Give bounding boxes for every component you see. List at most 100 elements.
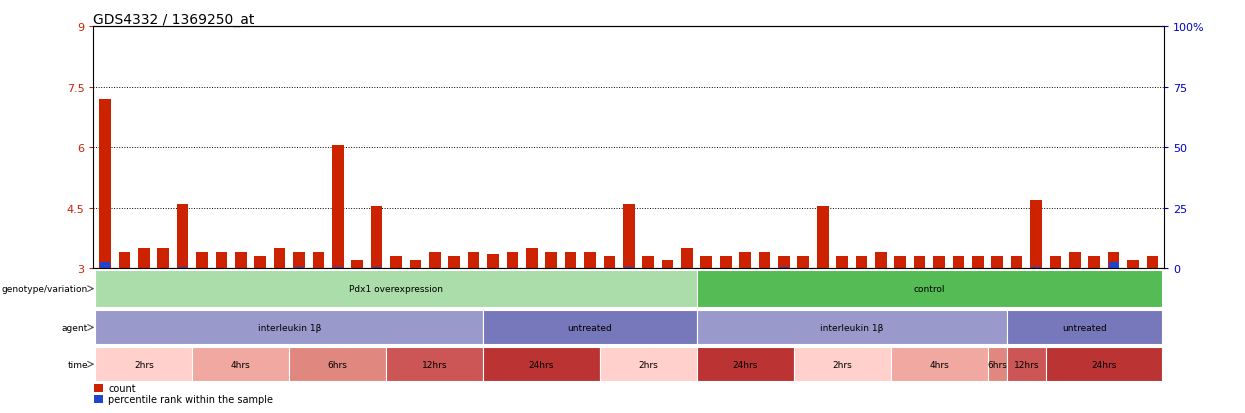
- Bar: [468, 268, 478, 269]
- Bar: [1069, 268, 1079, 269]
- Bar: [411, 268, 421, 269]
- Bar: [915, 268, 925, 269]
- Bar: [1051, 268, 1061, 269]
- Text: genotype/variation: genotype/variation: [1, 285, 88, 293]
- Bar: [661, 261, 674, 269]
- Bar: [157, 249, 169, 269]
- Bar: [585, 268, 595, 269]
- Text: 12hrs: 12hrs: [422, 360, 447, 369]
- Bar: [215, 253, 228, 269]
- Bar: [254, 256, 266, 269]
- Bar: [1148, 268, 1158, 269]
- Bar: [289, 347, 386, 381]
- Bar: [991, 256, 1003, 269]
- Bar: [100, 100, 111, 269]
- Bar: [837, 268, 847, 269]
- Bar: [332, 146, 344, 269]
- Bar: [644, 268, 654, 269]
- Text: time: time: [67, 360, 88, 369]
- Bar: [565, 253, 576, 269]
- Bar: [547, 268, 557, 269]
- Bar: [697, 271, 1162, 308]
- Bar: [96, 271, 697, 308]
- Bar: [275, 268, 285, 269]
- Text: 4hrs: 4hrs: [230, 360, 250, 369]
- Bar: [604, 256, 615, 269]
- Bar: [95, 395, 103, 403]
- Bar: [721, 268, 731, 269]
- Bar: [488, 268, 498, 269]
- Text: 2hrs: 2hrs: [832, 360, 852, 369]
- Bar: [235, 253, 247, 269]
- Bar: [483, 311, 697, 344]
- Bar: [1046, 347, 1162, 381]
- Bar: [95, 384, 103, 392]
- Bar: [622, 204, 635, 269]
- Text: 6hrs: 6hrs: [327, 360, 347, 369]
- Bar: [100, 262, 110, 269]
- Bar: [681, 249, 692, 269]
- Bar: [217, 268, 227, 269]
- Bar: [952, 256, 965, 269]
- Bar: [934, 256, 945, 269]
- Text: interleukin 1β: interleukin 1β: [820, 323, 884, 332]
- Bar: [857, 268, 867, 269]
- Bar: [1007, 347, 1046, 381]
- Bar: [314, 268, 324, 269]
- Bar: [430, 253, 441, 269]
- Bar: [837, 256, 848, 269]
- Bar: [798, 268, 808, 269]
- Bar: [954, 268, 964, 269]
- Text: untreated: untreated: [568, 323, 613, 332]
- Bar: [255, 268, 265, 269]
- Bar: [235, 268, 245, 269]
- Bar: [855, 256, 868, 269]
- Bar: [192, 347, 289, 381]
- Bar: [118, 253, 131, 269]
- Bar: [487, 254, 499, 269]
- Bar: [697, 347, 793, 381]
- Text: 4hrs: 4hrs: [929, 360, 949, 369]
- Bar: [351, 261, 364, 269]
- Bar: [740, 253, 751, 269]
- Bar: [468, 253, 479, 269]
- Bar: [138, 249, 149, 269]
- Bar: [96, 311, 483, 344]
- Bar: [332, 268, 342, 269]
- Bar: [197, 268, 207, 269]
- Bar: [386, 347, 483, 381]
- Text: 12hrs: 12hrs: [1013, 360, 1040, 369]
- Bar: [987, 347, 1007, 381]
- Bar: [312, 253, 324, 269]
- Bar: [895, 268, 905, 269]
- Text: count: count: [108, 383, 136, 393]
- Bar: [449, 268, 459, 269]
- Bar: [545, 253, 557, 269]
- Bar: [890, 347, 987, 381]
- Bar: [120, 268, 129, 269]
- Bar: [1089, 268, 1099, 269]
- Bar: [624, 268, 634, 269]
- Bar: [682, 268, 692, 269]
- Text: 24hrs: 24hrs: [732, 360, 758, 369]
- Bar: [483, 347, 600, 381]
- Text: interleukin 1β: interleukin 1β: [258, 323, 321, 332]
- Bar: [642, 256, 654, 269]
- Bar: [817, 206, 828, 269]
- Bar: [391, 268, 401, 269]
- Bar: [96, 347, 192, 381]
- Bar: [390, 256, 402, 269]
- Bar: [779, 268, 789, 269]
- Bar: [604, 268, 614, 269]
- Bar: [894, 256, 906, 269]
- Bar: [352, 268, 362, 269]
- Bar: [584, 253, 596, 269]
- Bar: [1109, 263, 1118, 269]
- Bar: [371, 268, 381, 269]
- Bar: [600, 347, 697, 381]
- Bar: [1127, 261, 1139, 269]
- Text: 24hrs: 24hrs: [529, 360, 554, 369]
- Bar: [1031, 268, 1041, 269]
- Bar: [1007, 311, 1162, 344]
- Bar: [1069, 253, 1081, 269]
